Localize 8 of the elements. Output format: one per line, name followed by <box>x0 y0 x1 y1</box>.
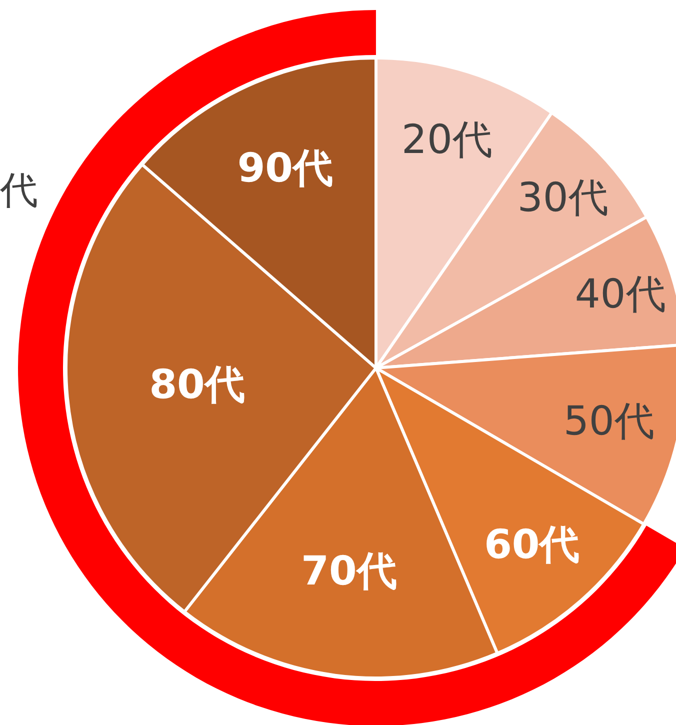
slice-label: 20代 <box>402 116 492 163</box>
slice-label: 60代 <box>484 522 580 568</box>
slice-label: 90代 <box>237 146 334 192</box>
slice-label: 80代 <box>149 362 245 408</box>
slice-label: 50代 <box>563 398 654 445</box>
slice-label: 70代 <box>301 548 397 595</box>
slice-label: 30代 <box>517 175 608 222</box>
slice-label: 40代 <box>574 272 666 318</box>
